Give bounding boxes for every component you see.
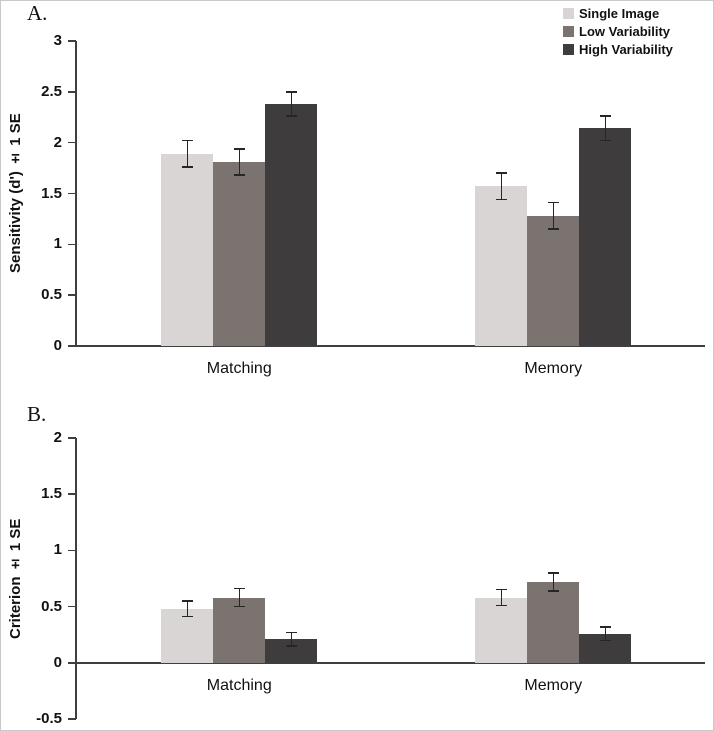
y-axis-line	[75, 438, 77, 719]
error-bar-line	[552, 572, 555, 591]
error-bar-line	[500, 173, 503, 200]
error-bar-cap-bottom	[495, 198, 507, 201]
category-label-matching: Matching	[206, 360, 272, 377]
panel-a-label: A.	[27, 1, 48, 25]
bar-high-variability-matching	[265, 104, 318, 346]
bar-high-variability-matching	[265, 639, 318, 663]
y-tick	[68, 243, 76, 246]
error-bar-cap-top	[181, 139, 193, 142]
y-tick	[68, 91, 76, 93]
y-tick	[68, 493, 76, 495]
panel-a-plot-area: 0 0.5 1 1.5 2 2.5 3 Matching Memory	[41, 32, 705, 377]
x-axis-line	[75, 662, 705, 664]
panel-b: B. Criterion ± 1 SE -0.5 0 0.5 1 1.5 2 Matchin…	[1, 398, 713, 730]
y-tick-label: 2	[53, 429, 62, 446]
error-bar-line	[604, 626, 607, 641]
error-bar-cap-bottom	[495, 604, 507, 607]
y-tick	[68, 40, 76, 42]
panel-b-plot-area: -0.5 0 0.5 1 1.5 2 Matching Memory	[36, 429, 705, 727]
error-bar-cap-bottom	[547, 590, 559, 592]
error-bar-cap-top	[495, 588, 507, 591]
error-bar-line	[290, 632, 293, 646]
x-axis-line	[75, 345, 705, 347]
error-bar-line	[604, 116, 607, 141]
error-bar-line	[186, 600, 189, 617]
y-tick-label: 0	[53, 337, 62, 354]
legend-label-single-image: Single Image	[579, 6, 660, 21]
y-tick-label: 1.5	[41, 184, 62, 202]
error-bar-line	[238, 148, 241, 176]
error-bar-cap-bottom	[233, 605, 245, 608]
y-tick	[68, 605, 76, 608]
y-tick	[68, 294, 76, 296]
y-tick-label: -0.5	[36, 710, 62, 727]
error-bar-cap-top	[599, 115, 611, 117]
legend-item-high-variability: High Variability	[563, 42, 673, 57]
y-tick	[68, 718, 76, 720]
error-bar-cap-top	[181, 600, 193, 602]
bar-low-variability-memory	[527, 215, 580, 346]
error-bar-cap-bottom	[599, 139, 611, 142]
error-bar-cap-top	[495, 172, 507, 174]
y-tick	[68, 662, 76, 664]
bar-single-image-matching	[161, 608, 214, 663]
bar-single-image-matching	[161, 153, 214, 346]
error-bar-cap-bottom	[547, 228, 559, 230]
y-tick-label: 2	[53, 133, 62, 151]
y-tick-label: 0.5	[41, 286, 62, 304]
bar-high-variability-memory	[579, 128, 632, 346]
legend-swatch-single-image-icon	[563, 8, 574, 19]
legend-label-low-variability: Low Variability	[579, 24, 671, 39]
y-tick	[68, 192, 76, 195]
panel-b-y-axis-title: Criterion ± 1 SE	[7, 518, 24, 639]
error-bar-cap-bottom	[181, 615, 193, 618]
y-tick	[68, 437, 76, 439]
bar-single-image-memory	[475, 597, 528, 663]
error-bar-cap-bottom	[233, 174, 245, 176]
category-label-memory: Memory	[524, 360, 583, 377]
error-bar-cap-top	[285, 91, 297, 93]
error-bar-cap-bottom	[181, 166, 193, 168]
category-label-matching: Matching	[206, 676, 272, 694]
error-bar-line	[500, 589, 503, 606]
y-tick-label: 1.5	[41, 485, 62, 503]
error-bar-line	[290, 91, 293, 117]
legend-item-low-variability: Low Variability	[563, 24, 673, 39]
y-tick-label: 0.5	[41, 597, 62, 615]
error-bar-cap-top	[599, 626, 611, 628]
legend-label-high-variability: High Variability	[579, 42, 673, 57]
y-tick	[68, 141, 76, 144]
y-tick-label: 3	[53, 32, 62, 49]
error-bar-cap-bottom	[285, 115, 297, 117]
legend-item-single-image: Single Image	[563, 6, 673, 21]
panel-a: A. Sensitivity (d') ± 1 SE Single Image …	[1, 1, 713, 398]
legend-swatch-high-variability-icon	[563, 44, 574, 55]
y-tick-label: 1	[53, 541, 62, 559]
legend: Single Image Low Variability High Variab…	[563, 6, 673, 57]
bar-low-variability-memory	[527, 581, 580, 663]
error-bar-cap-top	[547, 572, 559, 574]
y-tick	[68, 345, 76, 347]
bar-single-image-memory	[475, 186, 528, 346]
bar-low-variability-matching	[213, 597, 266, 663]
error-bar-line	[238, 588, 241, 607]
error-bar-cap-bottom	[599, 639, 611, 642]
y-tick-label: 2.5	[41, 82, 62, 100]
bar-low-variability-matching	[213, 161, 266, 346]
error-bar-cap-top	[233, 587, 245, 590]
category-label-memory: Memory	[524, 676, 583, 694]
y-tick-label: 1	[53, 235, 62, 253]
legend-swatch-low-variability-icon	[563, 26, 574, 37]
error-bar-line	[186, 140, 189, 168]
error-bar-cap-bottom	[285, 645, 297, 647]
error-bar-cap-top	[285, 631, 297, 634]
error-bar-cap-top	[233, 148, 245, 150]
y-tick-label: 0	[53, 653, 62, 671]
error-bar-cap-top	[547, 201, 559, 204]
panel-b-label: B.	[27, 402, 47, 426]
error-bar-line	[552, 202, 555, 230]
y-tick	[68, 549, 76, 552]
